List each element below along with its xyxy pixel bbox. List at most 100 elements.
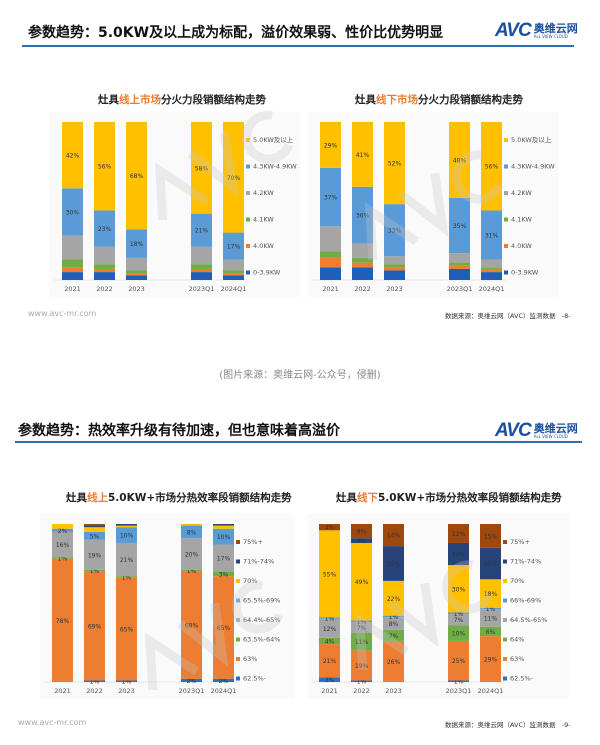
bar-segment bbox=[351, 633, 372, 651]
bar-segment bbox=[62, 272, 83, 280]
data-label: 12% bbox=[323, 626, 337, 633]
bar-segment bbox=[181, 525, 202, 539]
data-label: 14% bbox=[452, 552, 466, 559]
data-label: 9% bbox=[357, 529, 367, 536]
data-label: 22% bbox=[387, 596, 401, 603]
legend-swatch bbox=[246, 164, 250, 169]
slide-title: 参数趋势：5.0KW及以上成为标配，溢价效果弱、性价比优势明显 bbox=[28, 25, 444, 41]
bar-segment bbox=[116, 576, 137, 578]
data-label: 7% bbox=[454, 617, 464, 624]
data-label: 4% bbox=[325, 638, 335, 645]
data-label: 23% bbox=[98, 226, 112, 233]
bar-segment bbox=[448, 680, 469, 682]
chart-title: 灶具线上市场分火力段销额结构走势 bbox=[98, 94, 266, 106]
bar-segment bbox=[351, 620, 372, 622]
data-label: 4% bbox=[325, 525, 335, 532]
bar-segment bbox=[352, 243, 373, 258]
data-label: 10% bbox=[452, 631, 466, 638]
legend-label: 62.5%- bbox=[510, 675, 534, 683]
bar-segment bbox=[213, 524, 234, 526]
bar-segment bbox=[126, 229, 147, 258]
bar-segment bbox=[191, 272, 212, 280]
data-label: 1% bbox=[325, 616, 335, 623]
data-label: 1% bbox=[357, 679, 367, 686]
bar-segment bbox=[351, 524, 372, 539]
bar-segment bbox=[383, 546, 404, 581]
x-tick-label: 2022 bbox=[354, 285, 371, 293]
bar-segment bbox=[481, 259, 502, 268]
bar-segment bbox=[116, 524, 137, 526]
bar-segment bbox=[52, 558, 73, 682]
legend-swatch bbox=[236, 657, 240, 661]
data-label: 11% bbox=[355, 639, 369, 646]
data-label: 10% bbox=[120, 533, 134, 540]
bar-segment bbox=[481, 267, 502, 269]
bar-segment bbox=[84, 531, 105, 540]
bar-segment bbox=[213, 678, 234, 682]
legend-label: 64.4%-65% bbox=[243, 616, 280, 624]
legend-label: 75%+ bbox=[510, 538, 530, 546]
x-tick-label: 2024Q1 bbox=[478, 687, 504, 695]
bar-segment bbox=[223, 270, 244, 274]
bar-segment bbox=[191, 268, 212, 273]
bar-segment bbox=[384, 122, 405, 205]
bar-segment bbox=[126, 270, 147, 274]
bar-segment bbox=[84, 539, 105, 570]
data-label: 17% bbox=[217, 555, 231, 562]
bar-segment bbox=[448, 625, 469, 641]
bar-segment bbox=[383, 615, 404, 618]
data-label: 68% bbox=[185, 623, 199, 630]
data-label: 1% bbox=[90, 568, 100, 575]
bar-segment bbox=[223, 275, 244, 280]
data-label: 11% bbox=[484, 616, 498, 623]
bar-segment bbox=[320, 226, 341, 252]
legend-swatch bbox=[236, 598, 240, 603]
bar-segment bbox=[213, 525, 234, 529]
data-label: 8% bbox=[187, 529, 197, 536]
bar-segment bbox=[116, 542, 137, 577]
bar-segment bbox=[52, 531, 73, 558]
image-caption: (图片来源：奥维云网-公众号，侵删) bbox=[219, 370, 381, 381]
legend-swatch bbox=[504, 164, 508, 169]
legend-swatch bbox=[504, 217, 508, 222]
legend-label: 4.0KW bbox=[511, 242, 532, 250]
bar-segment bbox=[480, 579, 501, 608]
data-label: 22% bbox=[387, 561, 401, 568]
data-label: 33% bbox=[388, 228, 402, 235]
data-source: 数据来源：奥维云网（AVC）监测数据 -8- bbox=[445, 312, 571, 320]
data-label: 2% bbox=[219, 678, 229, 685]
data-label: 1% bbox=[122, 574, 132, 581]
bar-segment bbox=[383, 629, 404, 641]
data-label: 16% bbox=[56, 542, 70, 549]
chart-svg: 37% 29% 2021 36% 41% 2022 33% 52% 2023 35% 48% 2023… bbox=[312, 122, 555, 293]
data-label: 5% bbox=[90, 533, 100, 540]
legend-swatch bbox=[236, 637, 240, 642]
bar-segment bbox=[126, 122, 147, 230]
legend-label: 63.5%-64% bbox=[243, 636, 280, 644]
bar-segment bbox=[116, 577, 137, 681]
bar-segment bbox=[181, 524, 202, 526]
bar-segment bbox=[94, 246, 115, 265]
legend-swatch bbox=[504, 138, 508, 142]
data-label: 49% bbox=[355, 579, 369, 586]
data-label: 10% bbox=[217, 534, 231, 541]
bar-segment bbox=[62, 259, 83, 268]
bar-segment bbox=[480, 524, 501, 548]
data-label: 21% bbox=[323, 658, 337, 665]
legend-swatch bbox=[503, 637, 507, 642]
legend-label: 64% bbox=[510, 636, 524, 644]
bar-segment bbox=[319, 644, 340, 678]
bar-segment bbox=[94, 272, 115, 280]
data-label: 14% bbox=[387, 533, 401, 540]
data-label: 29% bbox=[484, 657, 498, 664]
bar-segment bbox=[319, 530, 340, 618]
data-label: 21% bbox=[120, 557, 134, 564]
chart-title: 灶具线下市场分火力段销额结构走势 bbox=[355, 94, 523, 106]
x-tick-label: 2022 bbox=[86, 687, 103, 695]
legend-swatch bbox=[246, 217, 250, 222]
bar-segment bbox=[449, 265, 470, 269]
legend-label: 4.1KW bbox=[511, 216, 532, 224]
legend-label: 4.2KW bbox=[253, 189, 274, 197]
data-label: 41% bbox=[356, 152, 370, 159]
bar-segment bbox=[223, 259, 244, 271]
